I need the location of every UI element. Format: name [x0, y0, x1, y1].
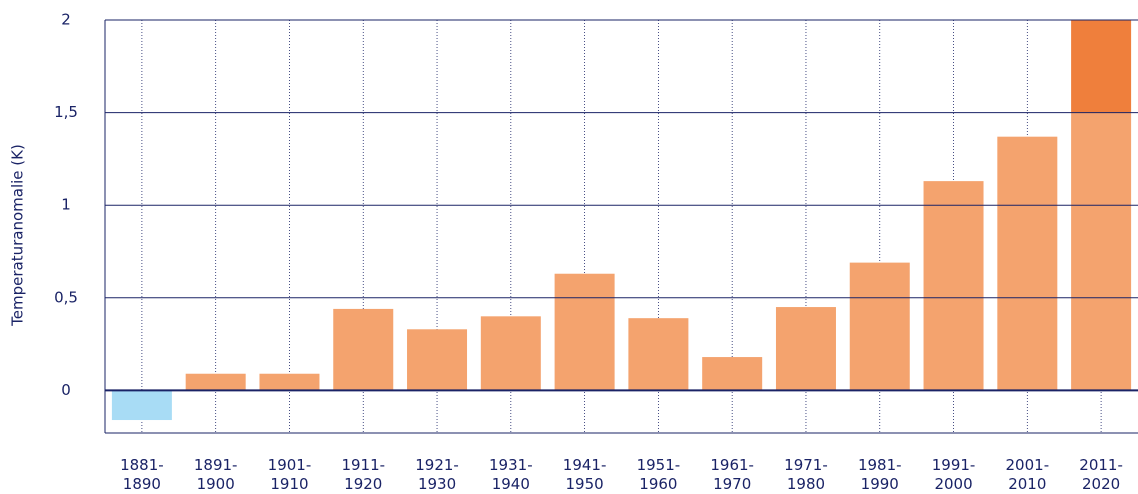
x-tick-label: 1891-1900	[194, 456, 238, 493]
x-tick-label: 1941-1950	[563, 456, 607, 493]
y-tick-label: 1	[61, 196, 71, 214]
x-tick-label: 1881-1890	[120, 456, 164, 493]
bar	[628, 318, 689, 391]
x-tick-label: 2011-2020	[1079, 456, 1123, 493]
bar	[185, 373, 246, 391]
bar	[849, 262, 910, 391]
x-tick-label: 2001-2010	[1006, 456, 1050, 493]
y-tick-label: 0	[61, 381, 71, 399]
bar	[111, 390, 172, 421]
x-tick-label: 1901-1910	[268, 456, 312, 493]
bar	[702, 357, 763, 391]
x-tick-label: 1931-1940	[489, 456, 533, 493]
bar	[259, 373, 320, 391]
y-tick-label: 1,5	[54, 103, 78, 121]
x-tick-label: 1921-1930	[415, 456, 459, 493]
x-tick-label: 1911-1920	[341, 456, 385, 493]
x-tick-label: 1991-2000	[932, 456, 976, 493]
bar	[997, 136, 1058, 391]
bar	[333, 308, 394, 391]
x-tick-label: 1951-1960	[637, 456, 681, 493]
y-tick-label: 0,5	[54, 288, 78, 306]
x-tick-label: 1981-1990	[858, 456, 902, 493]
y-tick-label: 2	[61, 11, 71, 29]
bar	[775, 307, 836, 391]
bar	[480, 316, 541, 391]
y-axis-label: Temperaturanomalie (K)	[9, 144, 27, 327]
bar	[554, 273, 615, 391]
x-tick-label: 1961-1970	[710, 456, 754, 493]
bar	[1071, 20, 1132, 113]
bar	[407, 329, 468, 391]
x-tick-label: 1971-1980	[784, 456, 828, 493]
bar	[923, 181, 984, 391]
bar	[1071, 112, 1132, 391]
